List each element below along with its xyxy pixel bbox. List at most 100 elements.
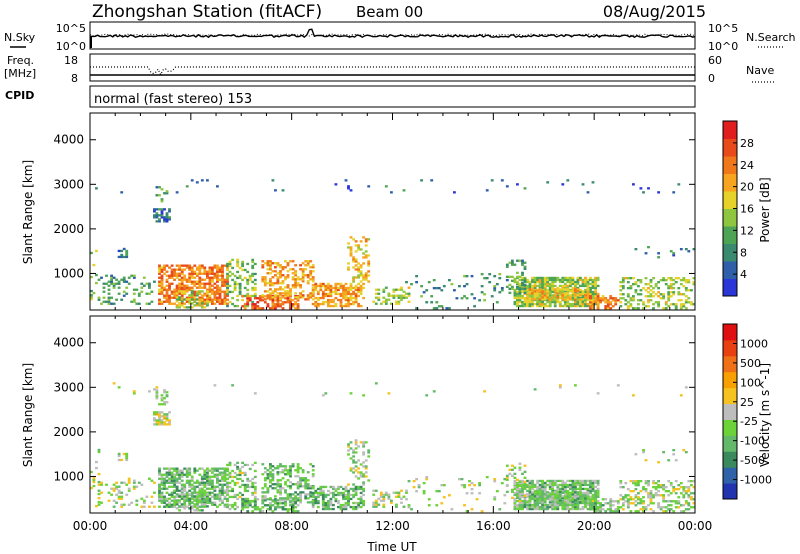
heatmap-cell: [309, 266, 313, 269]
heatmap-cell: [579, 493, 582, 496]
heatmap-cell: [616, 506, 620, 509]
heatmap-cell: [500, 482, 504, 485]
heatmap-cell: [314, 286, 318, 290]
heatmap-cell: [533, 292, 537, 295]
heatmap-cell: [604, 305, 608, 308]
heatmap-cell: [513, 491, 517, 495]
heatmap-cell: [362, 274, 366, 277]
heatmap-cell: [226, 284, 229, 287]
heatmap-cell: [251, 493, 255, 497]
heatmap-cell: [213, 298, 217, 301]
heatmap-cell: [183, 503, 187, 506]
heatmap-cell: [337, 292, 340, 296]
heatmap-cell: [576, 296, 580, 300]
heatmap-cell: [306, 497, 310, 500]
heatmap-cell: [589, 498, 592, 501]
heatmap-cell: [362, 487, 366, 491]
heatmap-cell: [311, 495, 315, 499]
heatmap-cell: [269, 307, 272, 310]
heatmap-cell: [334, 286, 338, 290]
heatmap-cell: [619, 285, 623, 288]
heatmap-cell: [536, 505, 540, 509]
heatmap-cell: [485, 476, 489, 479]
heatmap-cell: [581, 290, 585, 293]
heatmap-cell: [596, 508, 600, 511]
heatmap-cell: [203, 282, 207, 285]
heatmap-cell: [563, 284, 567, 288]
heatmap-cell: [206, 298, 209, 301]
heatmap-cell: [185, 185, 189, 188]
heatmap-cell: [647, 484, 650, 487]
heatmap-cell: [344, 489, 348, 493]
heatmap-cell: [221, 280, 224, 283]
heatmap-cell: [279, 270, 282, 273]
heatmap-cell: [579, 479, 582, 483]
heatmap-cell: [185, 264, 189, 267]
heatmap-cell: [629, 297, 633, 300]
heatmap-cell: [188, 274, 192, 277]
heatmap-cell: [556, 505, 560, 509]
heatmap-cell: [629, 303, 633, 306]
heatmap-cell: [516, 281, 519, 285]
heatmap-cell: [158, 483, 161, 486]
heatmap-cell: [228, 475, 232, 479]
heatmap-cell: [352, 286, 356, 290]
heatmap-cell: [311, 503, 315, 507]
heatmap-cell: [521, 505, 524, 509]
heatmap-cell: [158, 505, 161, 508]
heatmap-cell: [115, 298, 119, 301]
heatmap-cell: [634, 453, 638, 456]
heatmap-cell: [541, 284, 545, 288]
heatmap-cell: [382, 495, 386, 498]
heatmap-cell: [543, 278, 547, 282]
heatmap-cell: [518, 493, 522, 497]
heatmap-cell: [566, 300, 570, 304]
heatmap-cell: [344, 497, 348, 501]
heatmap-cell: [200, 296, 204, 299]
heatmap-cell: [185, 491, 189, 494]
heatmap-cell: [407, 300, 411, 303]
heatmap-cell: [626, 293, 630, 296]
heatmap-cell: [276, 471, 280, 474]
heatmap-cell: [208, 487, 212, 490]
heatmap-cell: [574, 493, 577, 496]
heatmap-cell: [359, 495, 363, 499]
heatmap-cell: [188, 493, 192, 496]
heatmap-cell: [213, 276, 217, 279]
heatmap-cell: [596, 292, 600, 296]
heatmap-cell: [566, 298, 570, 302]
heatmap-cell: [352, 507, 356, 511]
heatmap-cell: [158, 298, 161, 301]
heatmap-cell: [95, 187, 98, 190]
heatmap-cell: [216, 481, 219, 484]
heatmap-cell: [594, 495, 598, 499]
heatmap-cell: [556, 298, 560, 302]
heatmap-cell: [294, 272, 298, 275]
colorbar-tick-label: -25: [740, 415, 758, 428]
heatmap-cell: [246, 497, 250, 501]
heatmap-cell: [198, 467, 202, 470]
heatmap-cell: [216, 300, 219, 303]
heatmap-cell: [216, 268, 219, 271]
colorbar-segment: [723, 387, 737, 405]
heatmap-cell: [637, 307, 640, 310]
heatmap-cell: [195, 286, 199, 289]
heatmap-cell: [193, 491, 197, 494]
heatmap-cell: [332, 290, 335, 294]
heatmap-cell: [526, 278, 529, 282]
heatmap-cell: [533, 501, 537, 504]
heatmap-cell: [198, 286, 202, 289]
heatmap-cell: [127, 481, 131, 484]
heatmap-cell: [359, 288, 363, 292]
heatmap-cell: [284, 504, 287, 507]
heatmap-cell: [153, 214, 156, 217]
heatmap-cell: [92, 263, 96, 267]
heatmap-cell: [495, 283, 499, 286]
heatmap-cell: [415, 490, 419, 493]
heatmap-cell: [548, 282, 552, 286]
heatmap-cell: [596, 487, 600, 491]
heatmap-cell: [168, 423, 171, 426]
heatmap-cell: [364, 475, 368, 478]
heatmap-cell: [115, 481, 119, 484]
heatmap-cell: [231, 258, 235, 262]
